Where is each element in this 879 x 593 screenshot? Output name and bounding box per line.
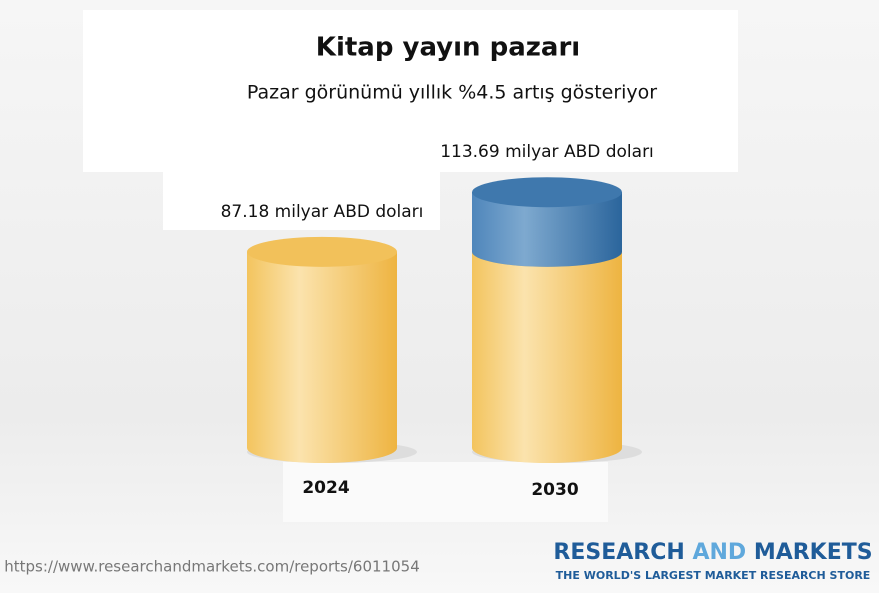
cylinder-body	[472, 251, 622, 463]
panel	[163, 172, 440, 230]
cylinder-top	[472, 177, 622, 208]
cylinder	[247, 236, 417, 463]
value-label: 87.18 milyar ABD doları	[221, 202, 424, 222]
value-label: 113.69 milyar ABD doları	[440, 142, 654, 162]
x-tick-label: 2030	[531, 480, 578, 500]
source-url: https://www.researchandmarkets.com/repor…	[4, 558, 419, 576]
x-tick-label: 2024	[302, 478, 349, 498]
chart-title: Kitap yayın pazarı	[316, 33, 580, 63]
cylinder	[472, 177, 642, 463]
brand-word: RESEARCH	[553, 540, 684, 565]
cylinder-body	[472, 192, 622, 267]
panel	[83, 10, 738, 172]
brand-word: AND	[692, 540, 746, 565]
cylinder-body	[247, 251, 397, 463]
brand-tagline: THE WORLD'S LARGEST MARKET RESEARCH STOR…	[556, 569, 871, 582]
brand-word: MARKETS	[754, 540, 873, 565]
cylinder-top	[247, 236, 397, 267]
brand: RESEARCH AND MARKETS	[553, 540, 872, 565]
chart-subtitle: Pazar görünümü yıllık %4.5 artış gösteri…	[247, 82, 657, 104]
panel	[283, 462, 608, 522]
